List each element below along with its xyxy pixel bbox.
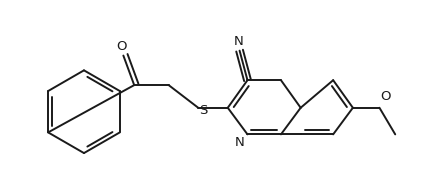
Text: N: N [235,136,245,149]
Text: O: O [380,90,391,103]
Text: S: S [199,104,207,117]
Text: O: O [116,40,127,53]
Text: N: N [234,35,244,48]
